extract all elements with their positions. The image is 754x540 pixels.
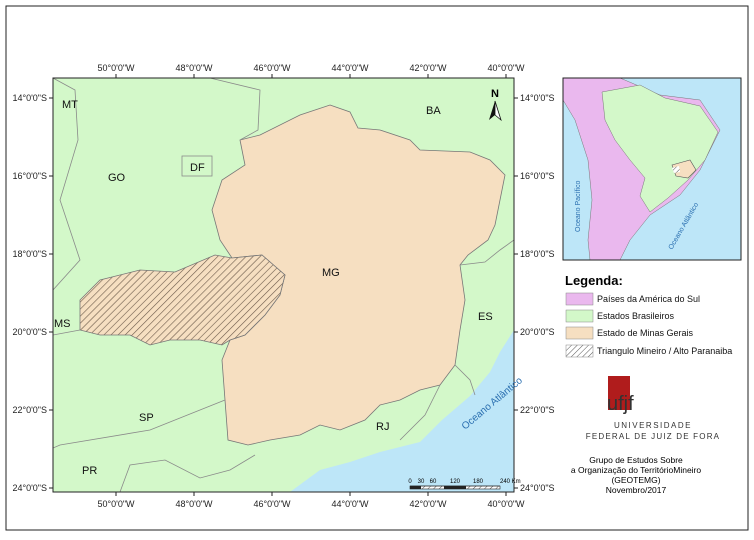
legend-label: Países da América do Sul	[597, 294, 700, 304]
longitude-label: 50°0'0"W	[97, 499, 135, 509]
state-label: DF	[190, 162, 205, 174]
legend-swatch	[565, 292, 594, 306]
credit-line: (GEOTEMG)	[611, 475, 660, 485]
north-arrow: N	[489, 88, 502, 122]
legend-title: Legenda:	[565, 273, 623, 288]
state-borders	[53, 78, 514, 492]
latitude-label: 24°0'0"S	[520, 483, 555, 493]
latitude-label: 16°0'0"S	[520, 171, 555, 181]
legend-swatch	[565, 344, 594, 358]
state-label: RJ	[376, 421, 389, 433]
longitude-label: 44°0'0"W	[331, 63, 369, 73]
scale-label: 60	[430, 479, 437, 485]
latitude-label: 22°0'0"S	[12, 405, 47, 415]
longitude-label: 50°0'0"W	[97, 63, 135, 73]
longitude-label: 48°0'0"W	[175, 63, 213, 73]
latitude-label: 20°0'0"S	[12, 327, 47, 337]
scale-label: 30	[418, 479, 425, 485]
longitude-label: 46°0'0"W	[253, 63, 291, 73]
latitude-label: 18°0'0"S	[520, 249, 555, 259]
credits: Grupo de Estudos Sobre a Organização do …	[571, 455, 702, 495]
state-label: MS	[54, 318, 71, 330]
credit-line: a Organização do TerritórioMineiro	[571, 465, 702, 475]
longitude-label: 48°0'0"W	[175, 499, 213, 509]
scale-bar: 0 30 60 120 180 240 Km	[408, 479, 521, 490]
state-label: ES	[478, 311, 493, 323]
credit-line: Grupo de Estudos Sobre	[589, 455, 683, 465]
legend-label: Estados Brasileiros	[597, 311, 675, 321]
minas-gerais	[211, 104, 506, 446]
triangulo-mineiro	[79, 254, 286, 346]
north-label: N	[491, 88, 499, 100]
longitude-label: 46°0'0"W	[253, 499, 291, 509]
inset-ocean-label: Oceano Pacífico	[575, 181, 582, 232]
scale-label: 0	[408, 479, 412, 485]
longitude-label: 42°0'0"W	[409, 499, 447, 509]
legend-label: Estado de Minas Gerais	[597, 328, 694, 338]
inset-map	[563, 78, 741, 260]
scale-label: 120	[450, 479, 461, 485]
state-label: PR	[82, 465, 97, 477]
main-map	[53, 78, 514, 492]
logo-text: UNIVERSIDADE	[614, 421, 692, 430]
map-frame	[52, 77, 515, 493]
credit-line: Novembro/2017	[606, 485, 667, 495]
legend-swatch	[565, 309, 594, 323]
latitude-label: 22°0'0"S	[520, 405, 555, 415]
state-label: GO	[108, 172, 126, 184]
legend-label: Triangulo Mineiro / Alto Paranaiba	[597, 346, 732, 356]
ocean-area	[290, 330, 514, 492]
longitude-label: 40°0'0"W	[487, 63, 525, 73]
latitude-label: 14°0'0"S	[520, 93, 555, 103]
longitude-label: 42°0'0"W	[409, 63, 447, 73]
legend: Legenda: Países da América do Sul Estado…	[565, 273, 732, 358]
logo-mark: ufjf	[607, 393, 634, 415]
legend-swatch	[565, 326, 594, 340]
scale-label: 180	[473, 479, 484, 485]
state-label: MT	[62, 99, 78, 111]
graticule: 50°0'0"W 50°0'0"W 48°0'0"W 48°0'0"W 46°0'0"W…	[12, 63, 554, 509]
scale-label: 240 Km	[500, 479, 521, 485]
latitude-label: 16°0'0"S	[12, 171, 47, 181]
state-label: SP	[139, 412, 154, 424]
latitude-label: 24°0'0"S	[12, 483, 47, 493]
logo: ufjf UNIVERSIDADE FEDERAL DE JUIZ DE FOR…	[586, 376, 720, 441]
inset-frame	[562, 77, 742, 261]
state-label: BA	[426, 105, 441, 117]
longitude-label: 40°0'0"W	[487, 499, 525, 509]
latitude-label: 18°0'0"S	[12, 249, 47, 259]
latitude-label: 14°0'0"S	[12, 93, 47, 103]
state-label: MG	[322, 267, 340, 279]
longitude-label: 44°0'0"W	[331, 499, 369, 509]
logo-text: FEDERAL DE JUIZ DE FORA	[586, 432, 720, 441]
latitude-label: 20°0'0"S	[520, 327, 555, 337]
